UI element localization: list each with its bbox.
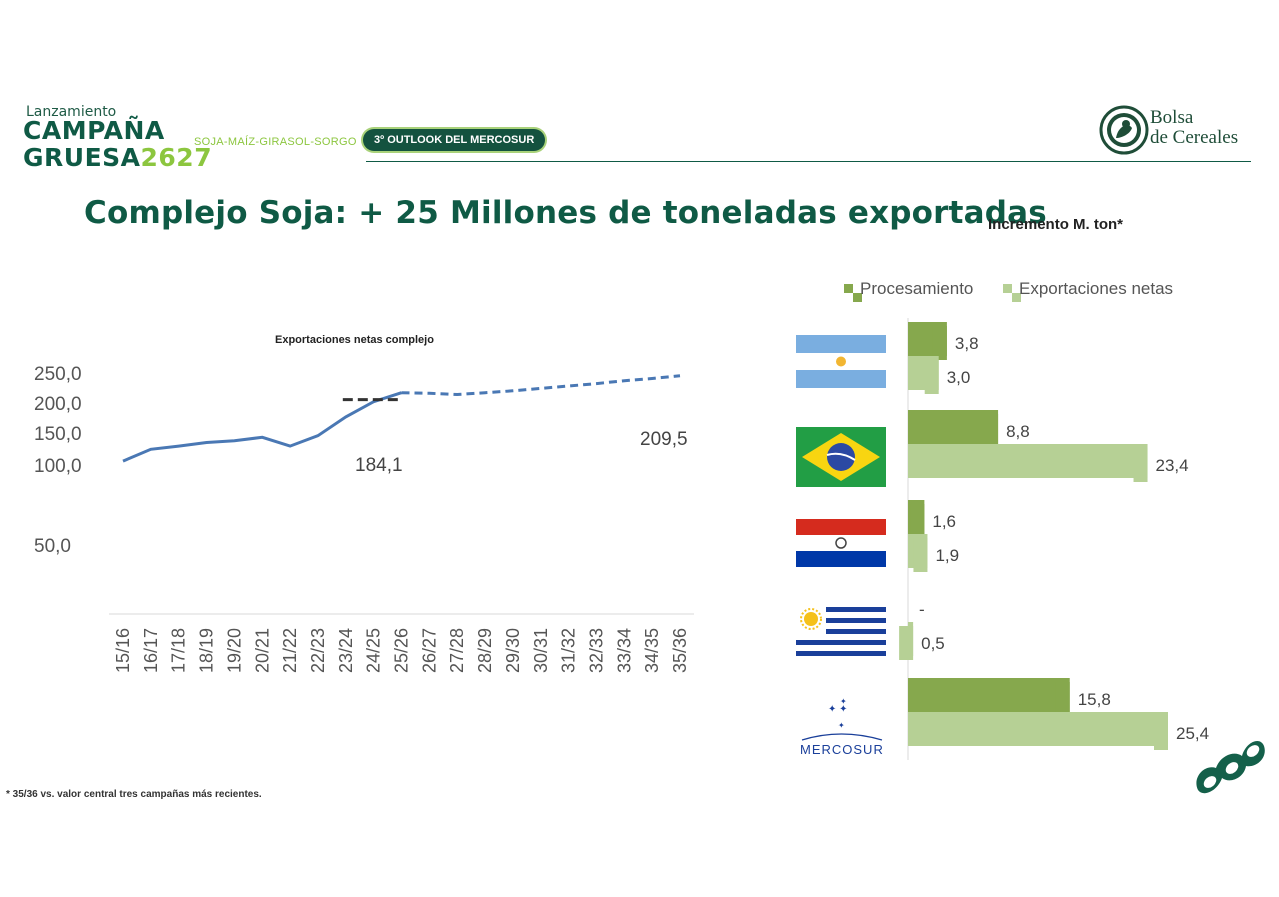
x-tick-label: 15/16 [113,628,133,673]
outlook-badge: 3º OUTLOOK DEL MERCOSUR [363,129,546,151]
x-tick-label: 31/32 [559,628,579,673]
header-divider [366,161,1251,162]
legend-label: Procesamiento [860,279,973,298]
bar-chart: Procesamiento Exportaciones netas [796,279,1209,760]
flag-argentina-icon [796,335,886,388]
x-tick-label: 22/23 [308,628,328,673]
x-tick-label: 25/26 [392,628,412,673]
x-tick-label: 32/33 [586,628,606,673]
brand-top-text: Lanzamiento [26,104,117,120]
brand-campaign-subtitle: GRUESA2627 [23,145,212,171]
legend-swatch [1003,284,1012,293]
bar-value-label: 0,5 [921,634,945,653]
bar-procesamiento [908,410,999,444]
bar-value-label: 3,8 [955,334,979,353]
bar-exportaciones [908,444,1148,478]
svg-text:✦: ✦ [838,721,845,730]
bar-shadow [910,504,925,538]
x-tick-label: 20/21 [252,628,272,673]
org-name: Bolsa de Cereales [1150,108,1238,148]
crops-label: SOJA-MAÍZ-GIRASOL-SORGO [194,136,357,148]
bar-shadow [899,626,914,660]
y-tick-label: 150,0 [34,424,82,445]
x-tick-label: 27/28 [447,628,467,673]
bar-value-label: 8,8 [1006,422,1030,441]
svg-text:MERCOSUR: MERCOSUR [800,742,884,757]
bar-shadow [932,326,947,360]
soybean-logo-icon [1196,741,1265,794]
x-tick-label: 19/20 [224,628,244,673]
bar-shadow [924,360,939,394]
bar-shadow [1055,682,1070,716]
x-tick-label: 30/31 [531,628,551,673]
x-tick-label: 17/18 [169,628,189,673]
flag-paraguay-icon [796,519,886,567]
svg-text:✦: ✦ [840,697,847,706]
x-tick-label: 23/24 [336,628,356,673]
y-tick-label: 50,0 [34,536,71,557]
page-title: Complejo Soja: + 25 Millones de tonelada… [84,195,1047,231]
flag-brazil-icon [796,427,886,487]
x-tick-label: 33/34 [614,628,634,673]
bar-shadow [913,538,928,572]
bar-shadow [984,414,999,448]
y-tick-label: 250,0 [34,364,82,385]
legend-swatch-shadow [1012,293,1021,302]
x-tick-label: 29/30 [503,628,523,673]
x-tick-label: 24/25 [364,628,384,673]
x-tick-label: 34/35 [642,628,662,673]
bar-procesamiento [908,678,1070,712]
flag-uruguay-icon [796,607,886,656]
bar-shadow [1154,716,1168,750]
org-name-line1: Bolsa [1150,107,1194,128]
bar-shadow [1133,448,1148,482]
mercosur-logo-icon: ✦ ✦ ✦ ✦ MERCOSUR [800,697,884,757]
annotation-184: 184,1 [355,455,403,476]
org-name-line2: de Cereales [1150,127,1239,148]
footnote: * 35/36 vs. valor central tres campañas … [6,789,262,800]
bar-chart-title: Incremento M. ton* [988,216,1124,233]
line-chart-title: Exportaciones netas complejo [275,334,434,346]
bar-value-label: 3,0 [947,368,971,387]
brand-campaign-title: CAMPAÑA [23,116,165,145]
x-tick-label: 16/17 [141,628,161,673]
x-tick-label: 21/22 [280,628,300,673]
x-tick-label: 35/36 [670,628,690,673]
legend-label: Exportaciones netas [1019,279,1173,298]
brand-year: 2627 [140,143,213,172]
bar-value-label: - [919,600,925,619]
annotation-209: 209,5 [640,429,688,450]
y-tick-label: 100,0 [34,456,82,477]
x-tick-label: 28/29 [475,628,495,673]
x-tick-label: 26/27 [419,628,439,673]
legend-swatch [844,284,853,293]
bar-value-label: 1,9 [935,546,959,565]
x-tick-label: 18/19 [197,628,217,673]
bar-value-label: 15,8 [1078,690,1111,709]
y-tick-label: 200,0 [34,394,82,415]
bolsa-seal-icon [1099,105,1149,155]
bar-value-label: 25,4 [1176,724,1209,743]
legend-swatch-shadow [853,293,862,302]
bar-value-label: 23,4 [1156,456,1189,475]
historical-series-line [122,391,402,463]
line-chart: 250,0 200,0 150,0 100,0 50,0 15/16 16/17 17/18… [34,364,694,673]
brand-gruesa: GRUESA [23,143,141,172]
svg-text:✦ ✦: ✦ ✦ [828,704,848,715]
bar-exportaciones [908,712,1168,746]
bar-value-label: 1,6 [932,512,956,531]
projection-series-line [401,374,681,397]
